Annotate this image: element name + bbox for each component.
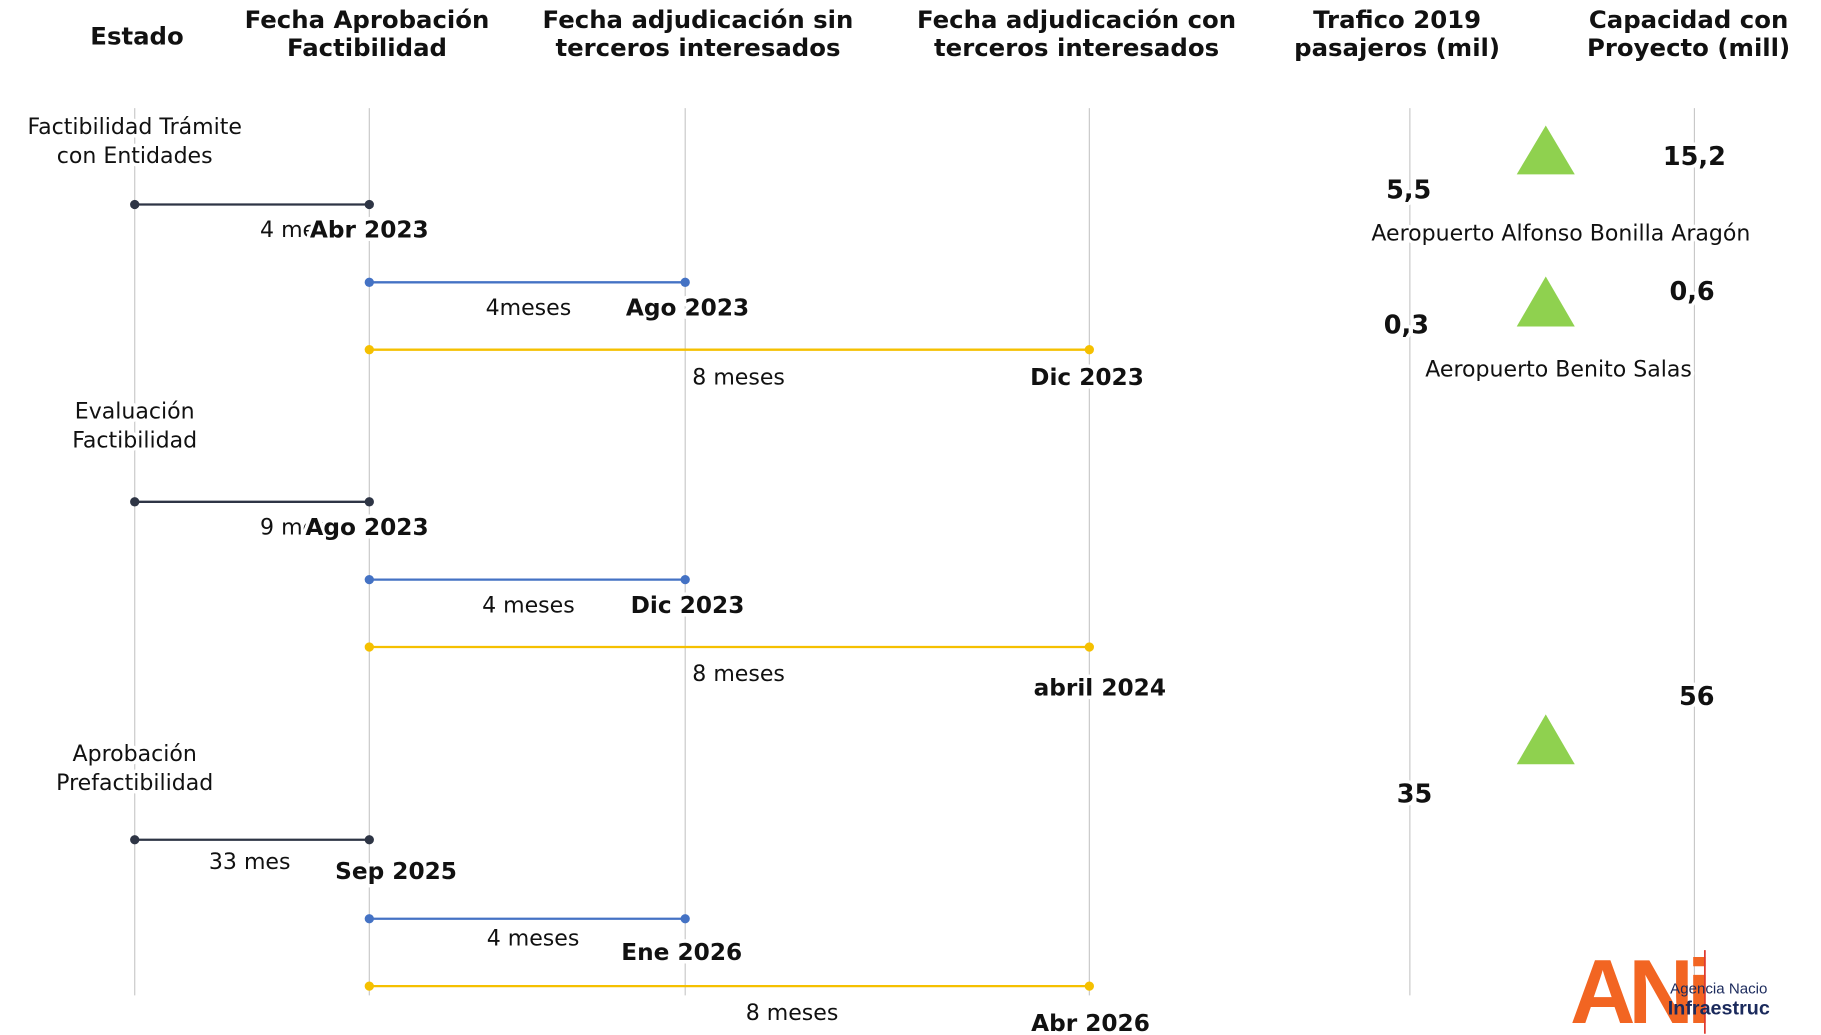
- date-label: Dic 2023: [1030, 364, 1144, 391]
- status-label: Factibilidad Trámite: [27, 115, 242, 140]
- traffic-value: 35: [1397, 780, 1433, 810]
- timeline-point: [364, 574, 374, 585]
- timeline-point: [364, 981, 374, 991]
- increase-triangle: [1516, 714, 1575, 765]
- timeline-point: [130, 835, 140, 845]
- timeline-point: [364, 199, 374, 210]
- duration-label: 8 meses: [692, 366, 785, 391]
- status-label: con Entidades: [57, 144, 213, 169]
- column-header: Fecha adjudicación con: [917, 5, 1236, 34]
- status-label: Factibilidad: [72, 428, 197, 453]
- date-label: Ago 2023: [305, 514, 428, 541]
- timeline-point: [680, 574, 690, 585]
- increase-triangle: [1516, 125, 1575, 175]
- duration-label: 4 meses: [487, 927, 580, 952]
- column-header: Fecha Aprobación: [245, 5, 490, 34]
- duration-label: 4meses: [486, 296, 572, 321]
- capacity-value: 15,2: [1663, 142, 1726, 172]
- timeline-point: [364, 835, 374, 845]
- column-header: Capacidad con: [1589, 5, 1788, 34]
- duration-label: 8 meses: [746, 1001, 839, 1026]
- column-header: Trafico 2019: [1313, 5, 1481, 34]
- column-header: Estado: [90, 21, 183, 50]
- date-label: Dic 2023: [631, 592, 745, 619]
- timeline-point: [364, 277, 374, 287]
- duration-label: 9 mes: [260, 516, 328, 541]
- increase-triangle: [1516, 276, 1575, 327]
- timeline-point: [130, 199, 140, 210]
- duration-label: 4 meses: [482, 593, 575, 618]
- column-header: terceros interesados: [934, 33, 1219, 62]
- date-label: Sep 2025: [335, 858, 457, 885]
- logo-text: Agencia Nacio: [1670, 981, 1767, 998]
- timeline-point: [680, 914, 690, 924]
- duration-label: 4 mes: [260, 218, 328, 243]
- traffic-value: 5,5: [1386, 176, 1431, 206]
- timeline-point: [364, 345, 374, 355]
- logo-text: Infraestruc: [1668, 998, 1770, 1020]
- traffic-value: 0,3: [1384, 310, 1429, 340]
- timeline-point: [1084, 345, 1094, 355]
- logo-mark: ANi: [1570, 942, 1706, 1035]
- status-label: Evaluación: [75, 399, 195, 424]
- timeline-point: [364, 914, 374, 924]
- date-label: Ene 2026: [621, 939, 742, 966]
- date-label: Ago 2023: [626, 295, 749, 322]
- date-label: Abr 2023: [310, 217, 429, 244]
- capacity-value: 0,6: [1669, 277, 1714, 307]
- column-header: Fecha adjudicación sin: [543, 5, 854, 34]
- status-label: Aprobación: [73, 742, 197, 767]
- timeline-point: [364, 642, 374, 652]
- timeline-point: [680, 277, 690, 287]
- status-label: Prefactibilidad: [56, 771, 213, 796]
- airport-name: Aeropuerto Benito Salas: [1425, 358, 1692, 383]
- duration-label: 8 meses: [692, 662, 785, 687]
- column-header: terceros interesados: [555, 33, 840, 62]
- duration-label: 33 mes: [209, 850, 291, 875]
- date-label: Abr 2026: [1031, 1010, 1150, 1035]
- column-header: Factibilidad: [287, 33, 447, 62]
- timeline-point: [130, 497, 140, 507]
- capacity-value: 56: [1679, 682, 1715, 712]
- column-header: pasajeros (mil): [1294, 33, 1500, 62]
- timeline-point: [1084, 981, 1094, 991]
- date-label: abril 2024: [1034, 674, 1166, 701]
- timeline-point: [364, 497, 374, 507]
- timeline-point: [1084, 642, 1094, 652]
- airport-name: Aeropuerto Alfonso Bonilla Aragón: [1371, 222, 1750, 247]
- column-header: Proyecto (mill): [1587, 33, 1790, 62]
